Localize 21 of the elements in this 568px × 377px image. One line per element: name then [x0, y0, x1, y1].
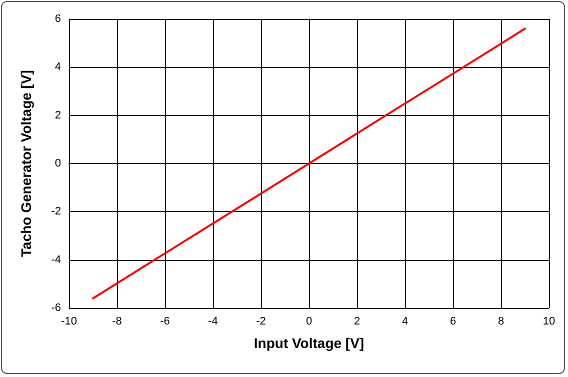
line-series	[92, 28, 526, 300]
x-tick-label: -2	[256, 316, 266, 328]
x-tick-label: 8	[498, 316, 504, 328]
x-tick-label: -6	[160, 316, 170, 328]
y-axis-title: Tacho Generator Voltage [V]	[18, 70, 34, 257]
x-tick-label: 2	[354, 316, 360, 328]
x-tick-label: -8	[112, 316, 122, 328]
y-tick-label: -4	[51, 254, 61, 266]
x-tick-label: 6	[450, 316, 456, 328]
y-tick-label: 2	[54, 109, 61, 122]
x-tick-label: 4	[402, 316, 408, 328]
y-tick-label: -2	[51, 206, 61, 218]
y-tick-label: 6	[54, 13, 61, 25]
y-tick-label: 0	[54, 158, 61, 170]
y-tick-label: -6	[51, 302, 61, 314]
y-tick-label: 4	[54, 61, 61, 74]
x-axis-title: Input Voltage [V]	[254, 335, 364, 351]
x-tick-label: 0	[306, 316, 312, 328]
x-tick-label: 10	[542, 316, 556, 328]
x-tick-label: -10	[61, 316, 77, 328]
x-tick-label: -4	[208, 316, 218, 328]
